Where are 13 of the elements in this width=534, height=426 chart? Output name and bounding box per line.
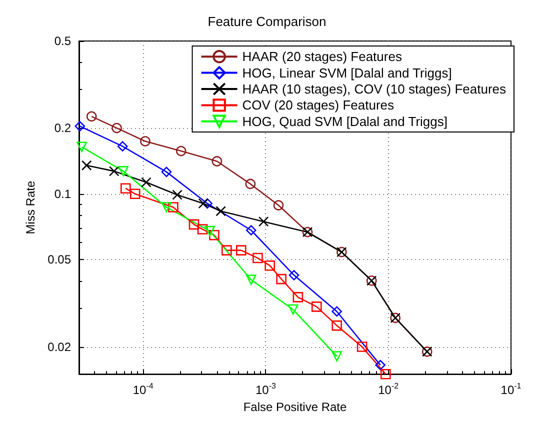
- legend-label: HAAR (20 stages) Features: [242, 49, 402, 64]
- legend-label: COV (20 stages) Features: [242, 98, 395, 113]
- y-tick-label: 0.02: [48, 340, 72, 354]
- legend-label: HOG, Linear SVM [Dalal and Triggs]: [242, 65, 452, 80]
- x-axis-title: False Positive Rate: [243, 400, 348, 414]
- legend-label: HAAR (10 stages), COV (10 stages) Features: [242, 82, 506, 96]
- y-tick-label: 0.2: [54, 121, 72, 136]
- chart-title: Feature Comparison: [208, 14, 326, 29]
- y-tick-label: 0.5: [54, 34, 72, 48]
- y-axis-title: Miss Rate: [24, 180, 38, 234]
- y-tick-label: 0.1: [54, 186, 72, 201]
- y-tick-label: 0.05: [48, 252, 72, 267]
- legend-label: HOG, Quad SVM [Dalal and Triggs]: [242, 114, 448, 129]
